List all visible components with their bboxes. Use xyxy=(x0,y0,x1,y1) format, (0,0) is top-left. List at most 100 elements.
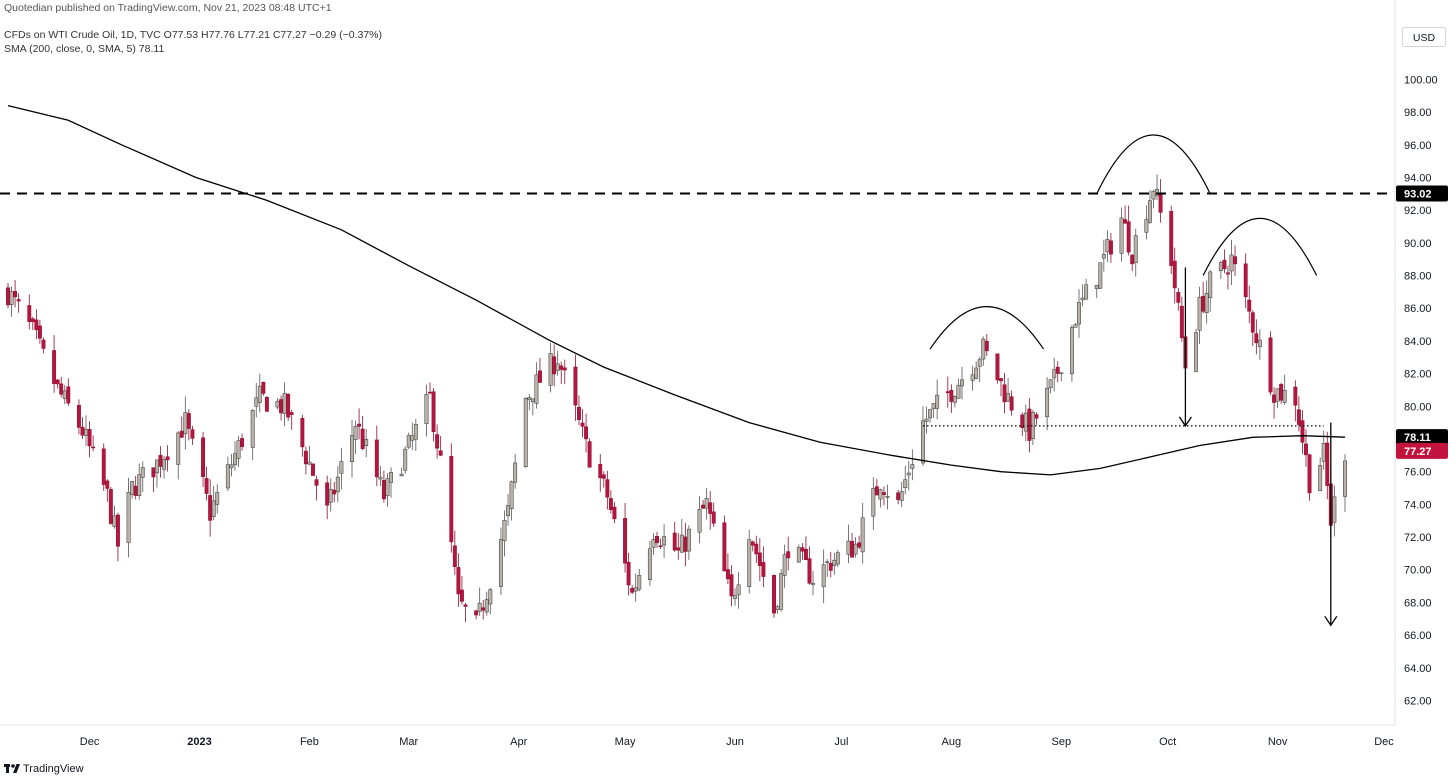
candle-body xyxy=(424,394,429,425)
candle-body xyxy=(328,488,333,503)
symbol-legend: CFDs on WTI Crude Oil, 1D, TVC O77.53 H7… xyxy=(4,29,382,41)
candle-body xyxy=(584,426,589,440)
candle-body xyxy=(91,446,96,449)
candle-body xyxy=(733,595,737,599)
candle-body xyxy=(821,564,826,588)
candle-body xyxy=(1105,239,1110,253)
candle-body xyxy=(257,385,262,403)
price-axis: 100.00 98.00 96.00 94.00 92.00 90.00 88.00 86.0… xyxy=(1404,74,1438,707)
candle-body xyxy=(204,478,209,494)
candle-body xyxy=(250,410,255,448)
time-tick-label: Jul xyxy=(834,736,848,748)
candle-body xyxy=(1325,442,1330,486)
candle-body xyxy=(662,536,667,546)
publisher-line: Quotedian published on TradingView.com, … xyxy=(4,2,332,14)
candle-body xyxy=(264,397,269,412)
time-tick-label: Dec xyxy=(1374,736,1394,748)
time-tick-label: 2023 xyxy=(187,736,211,748)
candle-body xyxy=(165,456,170,461)
candle-body xyxy=(1304,443,1308,456)
candle-body xyxy=(906,472,911,476)
candle-body xyxy=(1208,271,1213,298)
candle-body xyxy=(403,448,408,471)
candle-body xyxy=(1169,211,1174,266)
candle-body xyxy=(981,338,986,360)
candle-body xyxy=(796,547,801,563)
candle-body xyxy=(1300,420,1305,443)
candle-body xyxy=(108,489,113,524)
candle-body xyxy=(1233,256,1238,265)
candle-body xyxy=(115,514,120,547)
time-tick-label: Oct xyxy=(1159,736,1176,748)
candle-body xyxy=(984,340,989,352)
arrow-head xyxy=(1324,615,1338,627)
candle-body xyxy=(162,459,166,470)
candle-body xyxy=(1250,312,1255,333)
candle-body xyxy=(1034,414,1039,419)
candle-body xyxy=(282,393,287,414)
candle-body xyxy=(853,543,858,555)
candle-body xyxy=(1048,379,1053,389)
candle-body xyxy=(1321,443,1326,462)
candle-body xyxy=(931,403,936,410)
price-tick-label: 100.00 xyxy=(1404,74,1438,86)
time-tick-label: Mar xyxy=(399,736,418,748)
candle-body xyxy=(456,567,461,595)
currency-button[interactable]: USD xyxy=(1402,27,1446,47)
candle-body xyxy=(1243,263,1248,298)
candle-body xyxy=(303,450,308,465)
candle-body xyxy=(612,506,617,520)
candle-body xyxy=(126,492,131,543)
candle-body xyxy=(1172,260,1177,289)
candle-body xyxy=(208,495,213,521)
time-tick-label: May xyxy=(615,736,636,748)
candle-body xyxy=(658,545,663,548)
price-tick-label: 76.00 xyxy=(1404,467,1432,479)
candle-body xyxy=(502,520,507,541)
candle-body xyxy=(697,509,702,533)
price-tick-label: 84.00 xyxy=(1404,336,1432,348)
candle-body xyxy=(552,356,557,375)
candle-body xyxy=(647,548,652,580)
candle-body xyxy=(651,539,656,548)
candle-body xyxy=(1151,190,1156,200)
candle-body xyxy=(1179,305,1184,339)
candle-body xyxy=(1133,235,1138,263)
candle-body xyxy=(530,398,535,403)
candle-body xyxy=(1247,299,1252,312)
sma-price-label: 78.11 xyxy=(1396,429,1448,446)
candle-body xyxy=(6,287,10,306)
candle-body xyxy=(399,473,404,477)
price-tick-label: 92.00 xyxy=(1404,205,1432,217)
candle-body xyxy=(725,569,730,580)
candle-body xyxy=(286,393,291,418)
candle-body xyxy=(1045,387,1050,418)
candle-body xyxy=(16,299,21,302)
candle-body xyxy=(559,365,564,370)
target-projection-arrow xyxy=(1324,422,1338,627)
candle-body xyxy=(279,399,284,414)
price-chart[interactable]: 100.00 98.00 96.00 94.00 92.00 90.00 88.00 86.0… xyxy=(0,0,1456,760)
candle-body xyxy=(896,492,901,500)
candle-body xyxy=(233,453,237,466)
price-tick-label: 94.00 xyxy=(1404,172,1432,184)
candle-body xyxy=(335,476,340,493)
candle-body xyxy=(601,474,606,479)
candle-body xyxy=(882,492,886,495)
candle-body xyxy=(413,423,418,440)
candle-body xyxy=(509,481,514,509)
candle-body xyxy=(562,367,567,371)
candle-body xyxy=(506,505,510,517)
candle-body xyxy=(910,464,915,469)
candle-body xyxy=(314,479,319,486)
candle-body xyxy=(800,547,805,552)
price-tick-label: 80.00 xyxy=(1404,401,1432,413)
candle-body xyxy=(1073,324,1078,328)
price-tick-label: 96.00 xyxy=(1404,140,1432,152)
candle-body xyxy=(381,480,386,500)
time-tick-label: Nov xyxy=(1268,736,1288,748)
candle-body xyxy=(176,432,181,465)
candle-body xyxy=(158,455,163,467)
candle-body xyxy=(353,426,358,440)
candle-body xyxy=(573,366,578,406)
